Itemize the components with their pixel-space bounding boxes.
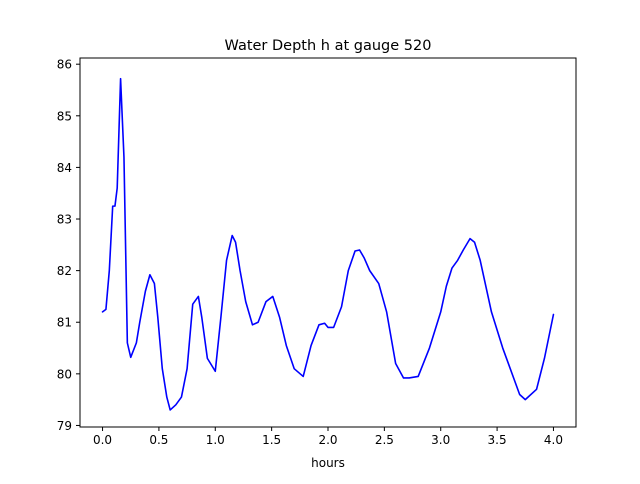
x-tick-label: 4.0 [544, 433, 563, 447]
y-tick-label: 83 [57, 213, 72, 227]
x-axis-label: hours [311, 456, 345, 470]
series-line-0 [101, 77, 555, 411]
y-tick-label: 86 [57, 58, 72, 72]
plot-area [101, 77, 555, 411]
x-tick-label: 2.0 [318, 433, 337, 447]
x-tick-label: 2.5 [375, 433, 394, 447]
y-tick-label: 85 [57, 109, 72, 123]
x-tick-label: 0.5 [149, 433, 168, 447]
y-tick-label: 79 [57, 419, 72, 433]
y-tick-label: 84 [57, 161, 72, 175]
x-tick-label: 1.5 [262, 433, 281, 447]
x-tick-label: 1.0 [206, 433, 225, 447]
y-tick-label: 82 [57, 264, 72, 278]
y-tick-label: 80 [57, 367, 72, 381]
chart-title: Water Depth h at gauge 520 [225, 38, 432, 54]
y-tick-label: 81 [57, 316, 72, 330]
axes: 0.0 0.5 1.0 1.5 2.0 2.5 3.0 3.5 4.0 79 80 81 82 83 84 8… [57, 57, 577, 447]
x-tick-label: 3.0 [431, 433, 450, 447]
x-tick-label: 3.5 [488, 433, 507, 447]
x-tick-label: 0.0 [93, 433, 112, 447]
